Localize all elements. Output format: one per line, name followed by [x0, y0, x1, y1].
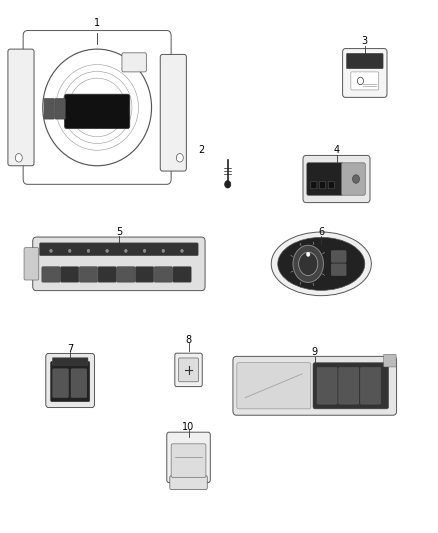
FancyBboxPatch shape — [317, 368, 337, 404]
FancyBboxPatch shape — [331, 251, 346, 262]
FancyBboxPatch shape — [331, 264, 346, 276]
Circle shape — [143, 249, 146, 253]
FancyBboxPatch shape — [320, 181, 325, 189]
Text: 4: 4 — [333, 145, 339, 155]
Ellipse shape — [278, 237, 365, 290]
Text: 9: 9 — [312, 348, 318, 358]
Text: 1: 1 — [94, 18, 100, 28]
FancyBboxPatch shape — [328, 181, 334, 189]
Text: 10: 10 — [182, 422, 194, 432]
Circle shape — [293, 245, 323, 282]
FancyBboxPatch shape — [71, 369, 87, 398]
FancyBboxPatch shape — [237, 363, 311, 409]
FancyBboxPatch shape — [175, 353, 202, 386]
FancyBboxPatch shape — [339, 368, 359, 404]
FancyBboxPatch shape — [160, 54, 186, 171]
FancyBboxPatch shape — [233, 357, 396, 415]
FancyBboxPatch shape — [52, 358, 88, 365]
FancyBboxPatch shape — [44, 99, 54, 119]
Text: 7: 7 — [67, 344, 73, 354]
Circle shape — [162, 249, 165, 253]
Circle shape — [225, 181, 231, 188]
Circle shape — [307, 252, 310, 256]
Circle shape — [87, 249, 90, 253]
FancyBboxPatch shape — [64, 94, 130, 128]
FancyBboxPatch shape — [303, 156, 370, 203]
FancyBboxPatch shape — [351, 72, 379, 90]
FancyBboxPatch shape — [50, 361, 90, 402]
FancyBboxPatch shape — [311, 181, 317, 189]
FancyBboxPatch shape — [23, 30, 171, 184]
FancyBboxPatch shape — [60, 266, 79, 282]
FancyBboxPatch shape — [341, 163, 365, 195]
FancyBboxPatch shape — [167, 432, 210, 482]
Circle shape — [49, 249, 52, 253]
FancyBboxPatch shape — [135, 266, 154, 282]
FancyBboxPatch shape — [42, 266, 60, 282]
FancyBboxPatch shape — [55, 99, 65, 119]
Text: 3: 3 — [362, 36, 368, 46]
FancyBboxPatch shape — [122, 53, 146, 72]
Circle shape — [177, 154, 184, 162]
Circle shape — [124, 249, 127, 253]
FancyBboxPatch shape — [307, 163, 343, 195]
FancyBboxPatch shape — [170, 475, 207, 489]
FancyBboxPatch shape — [343, 49, 387, 98]
FancyBboxPatch shape — [173, 266, 191, 282]
FancyBboxPatch shape — [384, 354, 396, 367]
FancyBboxPatch shape — [46, 353, 95, 408]
Ellipse shape — [271, 232, 371, 296]
FancyBboxPatch shape — [8, 49, 34, 166]
FancyBboxPatch shape — [346, 53, 383, 69]
FancyBboxPatch shape — [179, 358, 198, 382]
Circle shape — [15, 154, 22, 162]
Circle shape — [353, 175, 360, 183]
FancyBboxPatch shape — [154, 266, 173, 282]
FancyBboxPatch shape — [53, 369, 68, 398]
FancyBboxPatch shape — [33, 237, 205, 290]
Text: 6: 6 — [318, 227, 325, 237]
FancyBboxPatch shape — [171, 444, 206, 477]
FancyBboxPatch shape — [117, 266, 135, 282]
Circle shape — [68, 249, 71, 253]
Circle shape — [106, 249, 109, 253]
FancyBboxPatch shape — [24, 248, 39, 280]
Text: 8: 8 — [185, 335, 191, 345]
Text: 5: 5 — [116, 227, 122, 237]
FancyBboxPatch shape — [360, 368, 381, 404]
Text: 2: 2 — [198, 145, 205, 155]
Circle shape — [299, 252, 318, 276]
FancyBboxPatch shape — [40, 243, 198, 256]
Circle shape — [181, 249, 184, 253]
FancyBboxPatch shape — [98, 266, 116, 282]
FancyBboxPatch shape — [313, 363, 389, 409]
FancyBboxPatch shape — [79, 266, 98, 282]
